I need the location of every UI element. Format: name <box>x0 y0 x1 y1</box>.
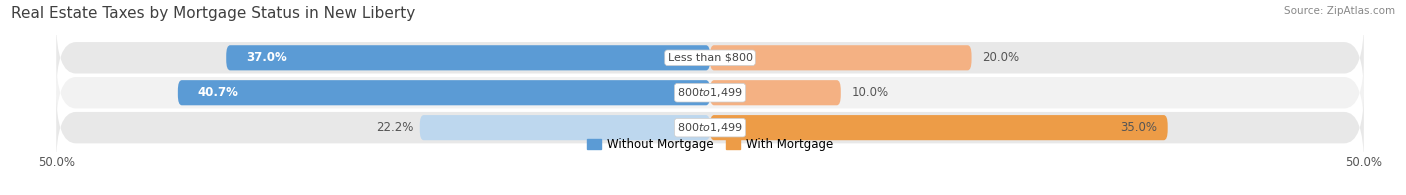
FancyBboxPatch shape <box>710 45 972 70</box>
FancyBboxPatch shape <box>420 115 710 140</box>
Text: 10.0%: 10.0% <box>851 86 889 99</box>
Text: $800 to $1,499: $800 to $1,499 <box>678 86 742 99</box>
Text: 37.0%: 37.0% <box>246 51 287 64</box>
FancyBboxPatch shape <box>56 21 1364 94</box>
Legend: Without Mortgage, With Mortgage: Without Mortgage, With Mortgage <box>582 133 838 156</box>
Text: 35.0%: 35.0% <box>1121 121 1157 134</box>
Text: 22.2%: 22.2% <box>375 121 413 134</box>
Text: Less than $800: Less than $800 <box>668 53 752 63</box>
FancyBboxPatch shape <box>226 45 710 70</box>
Text: Source: ZipAtlas.com: Source: ZipAtlas.com <box>1284 6 1395 16</box>
FancyBboxPatch shape <box>710 115 1167 140</box>
Text: 40.7%: 40.7% <box>197 86 239 99</box>
Text: $800 to $1,499: $800 to $1,499 <box>678 121 742 134</box>
FancyBboxPatch shape <box>56 56 1364 129</box>
FancyBboxPatch shape <box>177 80 710 105</box>
FancyBboxPatch shape <box>710 80 841 105</box>
Text: 20.0%: 20.0% <box>981 51 1019 64</box>
Text: Real Estate Taxes by Mortgage Status in New Liberty: Real Estate Taxes by Mortgage Status in … <box>11 6 416 21</box>
FancyBboxPatch shape <box>56 91 1364 164</box>
